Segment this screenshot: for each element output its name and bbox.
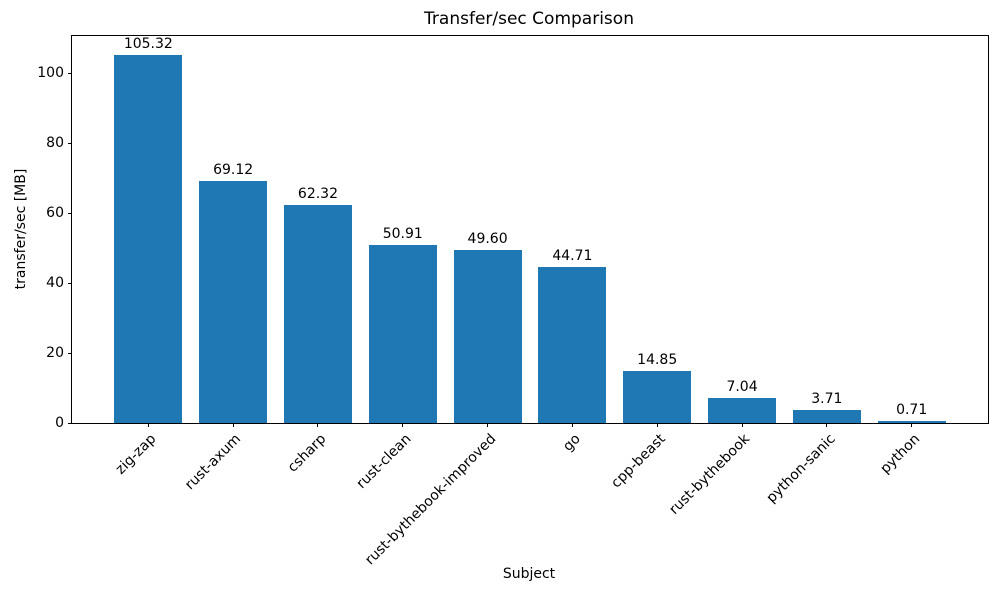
x-axis-label: Subject <box>502 566 556 582</box>
y-tick-mark <box>68 212 72 214</box>
x-tick-mark <box>826 423 828 427</box>
x-tick-label: python-sanic <box>762 431 839 507</box>
bar <box>538 266 607 423</box>
bar-value-label: 49.60 <box>467 230 508 247</box>
bar <box>792 410 861 423</box>
bar <box>623 371 692 423</box>
bar-value-label: 62.32 <box>297 186 338 203</box>
y-tick-label: 80 <box>46 135 64 152</box>
y-tick-label: 60 <box>46 205 64 222</box>
x-tick-label: cpp-beast <box>608 431 669 492</box>
bar-value-label: 69.12 <box>213 162 254 179</box>
bar <box>453 249 522 423</box>
bar-value-label: 105.32 <box>123 35 173 52</box>
y-tick-mark <box>68 282 72 284</box>
x-tick-label: csharp <box>284 431 330 476</box>
bar <box>368 245 437 423</box>
y-tick-mark <box>68 142 72 144</box>
bar <box>877 420 946 423</box>
chart-title: Transfer/sec Comparison <box>424 9 634 29</box>
x-tick-label: zig-zap <box>112 431 160 478</box>
bar-value-label: 14.85 <box>637 352 678 369</box>
bar-value-label: 0.71 <box>896 401 928 418</box>
x-tick-mark <box>571 423 573 427</box>
x-tick-mark <box>147 423 149 427</box>
x-tick-mark <box>402 423 404 427</box>
plot-area: 0 20 40 60 80 100 105.32 zig-zap 69.12 rust-axum 6… <box>37 35 989 568</box>
x-tick-mark <box>317 423 319 427</box>
y-tick-mark <box>68 352 72 354</box>
x-tick-label: go <box>560 431 584 455</box>
x-tick-mark <box>911 423 913 427</box>
y-tick-label: 40 <box>46 275 64 292</box>
x-tick-label: rust-axum <box>182 431 245 494</box>
x-tick-label: rust-clean <box>353 431 415 492</box>
x-tick-mark <box>487 423 489 427</box>
bar <box>708 398 776 423</box>
y-tick-label: 100 <box>37 65 64 82</box>
bar <box>284 205 352 423</box>
y-tick-mark <box>68 422 72 424</box>
bar <box>114 54 183 423</box>
x-tick-label: python <box>877 431 923 477</box>
x-tick-mark <box>741 423 743 427</box>
y-tick-label: 20 <box>46 345 64 362</box>
bar-value-label: 44.71 <box>552 247 593 264</box>
bar-value-label: 50.91 <box>382 226 423 243</box>
x-tick-mark <box>656 423 658 427</box>
bar <box>199 181 268 423</box>
x-tick-mark <box>232 423 234 427</box>
bar-value-label: 7.04 <box>726 379 758 396</box>
y-tick-label: 0 <box>55 415 64 431</box>
y-tick-mark <box>68 72 72 74</box>
x-tick-label: rust-bythebook <box>666 431 754 518</box>
y-axis-label: transfer/sec [MB] <box>13 168 29 290</box>
bar-value-label: 3.71 <box>811 391 843 408</box>
